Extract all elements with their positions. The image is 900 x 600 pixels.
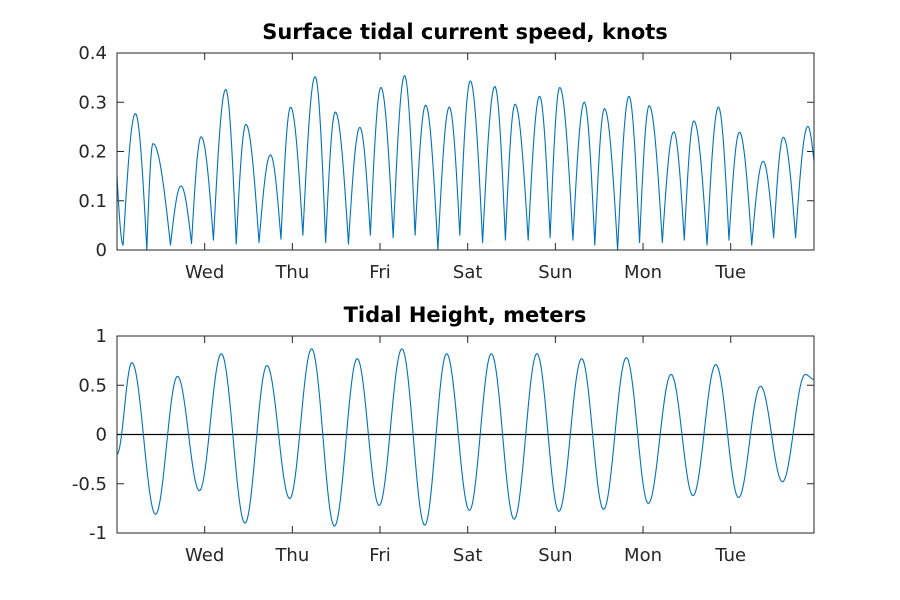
x-tick-label: Sun (538, 262, 572, 283)
x-tick-label: Mon (624, 545, 662, 566)
x-tick-label: Sun (538, 545, 572, 566)
x-axis: Wed Thu Fri Sat Sun Mon Tue (185, 336, 746, 566)
x-tick-label: Tue (714, 262, 746, 283)
x-tick-label: Fri (369, 262, 390, 283)
y-tick-label: 0 (96, 240, 107, 261)
x-tick-label: Thu (274, 262, 309, 283)
x-tick-label: Thu (274, 545, 309, 566)
y-tick-label: 0.4 (78, 43, 107, 64)
x-tick-label: Sat (453, 545, 483, 566)
x-tick-label: Wed (185, 262, 224, 283)
y-tick-label: 0.5 (78, 375, 107, 396)
plot-frame (116, 335, 815, 534)
tidal-height-panel: Tidal Height, meters -1 -0.5 0 0.5 1 Wed Thu F… (72, 303, 815, 566)
x-tick-label: Fri (369, 545, 390, 566)
x-tick-label: Mon (624, 262, 662, 283)
y-tick-label: 0 (96, 425, 107, 446)
chart-title: Surface tidal current speed, knots (262, 20, 668, 44)
current-speed-line (116, 75, 815, 251)
y-axis: 0 0.1 0.2 0.3 0.4 (78, 43, 814, 261)
x-tick-label: Tue (714, 545, 746, 566)
y-tick-label: 1 (96, 326, 107, 347)
chart-title: Tidal Height, meters (344, 303, 587, 327)
plot-frame (116, 52, 815, 251)
y-tick-label: 0.2 (78, 142, 107, 163)
x-tick-label: Sat (453, 262, 483, 283)
tidal-height-line (116, 348, 815, 527)
x-tick-label: Wed (185, 545, 224, 566)
y-tick-label: -1 (89, 523, 107, 544)
x-axis: Wed Thu Fri Sat Sun Mon Tue (185, 53, 746, 283)
y-tick-label: 0.3 (78, 92, 107, 113)
current-speed-panel: Surface tidal current speed, knots 00.10… (78, 20, 815, 283)
y-tick-label: 0.1 (78, 191, 107, 212)
y-tick-label: -0.5 (72, 474, 107, 495)
